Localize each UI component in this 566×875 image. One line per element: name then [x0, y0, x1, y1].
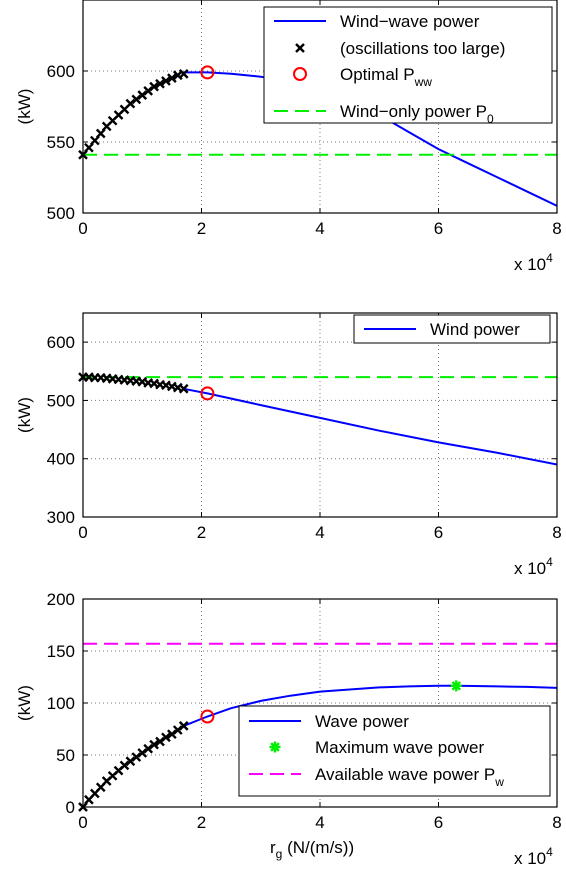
- data-point-x: [155, 78, 165, 89]
- legend-label: Available wave power Pw: [315, 765, 504, 789]
- legend-label: Maximum wave power: [315, 738, 484, 757]
- y-axis-label: (kW): [15, 685, 34, 721]
- data-point-x: [143, 743, 154, 754]
- y-tick-label: 150: [47, 642, 75, 661]
- legend-label: Wind−only power P0: [340, 102, 494, 126]
- x-tick-label: 4: [315, 523, 324, 542]
- y-tick-label: 550: [47, 133, 75, 152]
- y-tick-label: 500: [47, 391, 75, 410]
- axes-box: [82, 312, 558, 518]
- x-tick-label: 6: [434, 813, 443, 832]
- x-tick-label: 8: [552, 219, 561, 238]
- data-point-x: [149, 739, 159, 750]
- x-tick-label: 0: [78, 813, 87, 832]
- legend: Wave power Maximum wave power Available wa…: [238, 705, 551, 797]
- x-tick-label: 2: [197, 219, 206, 238]
- data-point-star: [450, 680, 462, 692]
- legend-item: Wind−only power P0: [274, 102, 494, 126]
- legend-marker-swatch: [295, 43, 305, 53]
- data-point-o: [200, 386, 215, 401]
- x-tick-label: 8: [552, 523, 561, 542]
- series-line: [183, 387, 557, 466]
- x-tick-label: 6: [434, 523, 443, 542]
- y-axis-label: (kW): [15, 397, 34, 433]
- legend-label: Wave power: [315, 712, 409, 731]
- legend-label: Wind power: [430, 320, 520, 339]
- x-tick-label: 4: [315, 813, 324, 832]
- data-point-x: [149, 81, 159, 92]
- y-tick-label: 0: [66, 798, 75, 817]
- data-point-o: [200, 709, 215, 724]
- x-tick-label: 8: [552, 813, 561, 832]
- legend-item: Wave power: [249, 712, 409, 731]
- legend-label: (oscillations too large): [340, 39, 505, 58]
- data-point-o: [200, 65, 215, 80]
- x-tick-label: 0: [78, 523, 87, 542]
- subplot-1: 0 2 4 6 8 500 550 600 x 104 (kW) Wind−wave power (o…: [15, 0, 562, 274]
- y-tick-label: 400: [47, 450, 75, 469]
- subplot-3: 0 2 4 6 8 0 50 100 150 200 x 104 (kW) rg (N/(m/s)) Wa…: [15, 590, 562, 868]
- legend: Wind−wave power (oscillations too large) O…: [263, 6, 553, 126]
- legend-item: Wind power: [364, 320, 520, 339]
- legend-item: Optimal Pww: [293, 65, 432, 89]
- data-point-x: [161, 732, 171, 743]
- legend-label: Wind−wave power: [340, 12, 480, 31]
- legend-box: [263, 6, 553, 124]
- data-point-x: [161, 76, 171, 86]
- data-point-x: [137, 748, 148, 758]
- legend-marker-swatch: [269, 741, 281, 753]
- y-tick-label: 600: [47, 333, 75, 352]
- y-tick-label: 600: [47, 62, 75, 81]
- x-tick-label: 0: [78, 219, 87, 238]
- x-multiplier-label: x 104: [514, 251, 553, 274]
- legend-marker-swatch: [293, 67, 307, 81]
- y-tick-label: 100: [47, 694, 75, 713]
- legend-item: Available wave power Pw: [249, 765, 504, 789]
- legend-item: Maximum wave power: [269, 738, 484, 757]
- y-tick-label: 300: [47, 508, 75, 527]
- legend-item: Wind−wave power: [274, 12, 480, 31]
- x-tick-label: 6: [434, 219, 443, 238]
- data-point-x: [178, 721, 189, 731]
- data-point-x: [172, 725, 183, 735]
- y-tick-label: 200: [47, 590, 75, 609]
- legend-label: Optimal Pww: [340, 65, 432, 89]
- y-axis-label: (kW): [15, 89, 34, 125]
- data-point-x: [167, 729, 177, 740]
- data-point-x: [155, 736, 165, 747]
- legend-item: (oscillations too large): [295, 39, 505, 58]
- x-axis-label: rg (N/(m/s)): [270, 838, 354, 861]
- x-tick-label: 4: [315, 219, 324, 238]
- data-point-x: [178, 383, 189, 394]
- y-tick-label: 50: [56, 746, 75, 765]
- y-tick-label: 500: [47, 204, 75, 223]
- data-point-x: [167, 73, 177, 83]
- data-point-x: [125, 756, 136, 767]
- data-point-x: [131, 752, 142, 762]
- subplot-2: 0 2 4 6 8 300 400 500 600 x 104 (kW) Wind power: [15, 312, 562, 578]
- data-point-x: [178, 68, 189, 79]
- plot-area: [83, 376, 557, 466]
- data-point-x: [119, 760, 130, 771]
- x-multiplier-label: x 104: [514, 555, 553, 578]
- legend: Wind power: [353, 314, 551, 344]
- x-tick-label: 2: [197, 813, 206, 832]
- x-multiplier-label: x 104: [514, 845, 553, 868]
- x-tick-label: 2: [197, 523, 206, 542]
